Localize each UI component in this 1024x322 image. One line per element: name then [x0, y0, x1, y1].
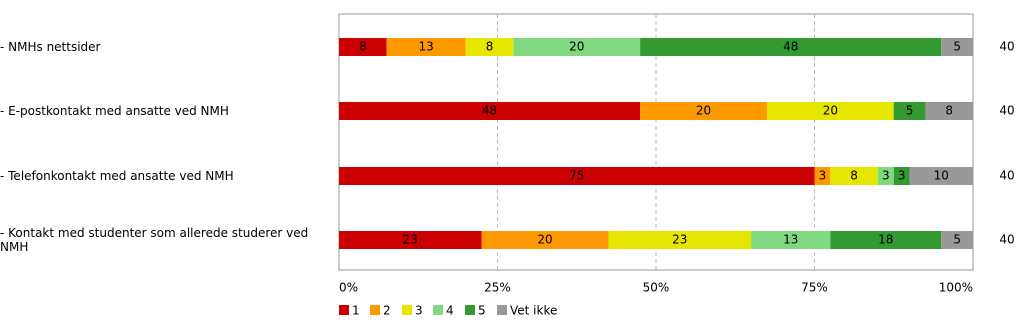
bar-segment: [830, 231, 942, 249]
x-tick-label: 100%: [939, 281, 973, 295]
category-label: - E-postkontakt med ansatte ved NMH: [0, 104, 229, 118]
bar-segment: [640, 102, 767, 120]
bar-segment: [481, 231, 609, 249]
bar-segment: [751, 231, 831, 249]
data-label: 8: [850, 169, 858, 183]
data-label: 8: [486, 40, 494, 54]
bar-segment: [608, 231, 752, 249]
legend-swatch: [402, 305, 412, 315]
row-total: 40: [999, 233, 1014, 247]
data-label: 13: [783, 233, 798, 247]
data-label: 5: [953, 233, 961, 247]
category-label: - NMHs nettsider: [0, 40, 101, 54]
data-label: 3: [898, 169, 906, 183]
data-label: 10: [934, 169, 949, 183]
data-label: 18: [878, 233, 893, 247]
legend-swatch: [497, 305, 507, 315]
data-label: 3: [882, 169, 890, 183]
legend-label: 1: [352, 304, 360, 318]
legend-swatch: [465, 305, 475, 315]
data-label: 20: [569, 40, 584, 54]
bar-segment: [339, 231, 482, 249]
bar-segment: [766, 102, 894, 120]
legend-swatch: [339, 305, 349, 315]
bar-segment: [925, 102, 973, 120]
data-label: 48: [482, 104, 497, 118]
row-total: 40: [999, 40, 1014, 54]
data-label: 13: [419, 40, 434, 54]
data-label: 20: [823, 104, 838, 118]
x-tick-label: 75%: [801, 281, 828, 295]
bar-segment: [339, 167, 815, 185]
bar-segment: [909, 167, 973, 185]
legend-swatch: [370, 305, 380, 315]
data-label: 48: [783, 40, 798, 54]
data-label: 20: [696, 104, 711, 118]
bar-segment: [640, 38, 942, 56]
bar-segment: [893, 167, 910, 185]
data-label: 8: [945, 104, 953, 118]
legend-label: 4: [446, 304, 454, 318]
bar-segment: [830, 167, 878, 185]
x-tick-label: 0%: [339, 281, 358, 295]
bar-segment: [941, 38, 973, 56]
x-tick-label: 25%: [484, 281, 511, 295]
bar-segment: [893, 102, 926, 120]
data-label: 5: [906, 104, 914, 118]
legend-label: 5: [478, 304, 486, 318]
legend-label: Vet ikke: [510, 304, 557, 318]
bar-segment: [465, 38, 514, 56]
bar-segment: [339, 38, 387, 56]
category-label: - Kontakt med studenter som allerede stu…: [0, 226, 309, 254]
bar-segment: [339, 102, 641, 120]
row-total: 40: [999, 104, 1014, 118]
bar-segment: [814, 167, 831, 185]
data-label: 8: [359, 40, 367, 54]
legend-swatch: [433, 305, 443, 315]
data-label: 23: [672, 233, 687, 247]
row-total: 40: [999, 169, 1014, 183]
bar-segment: [386, 38, 466, 56]
bar-segment: [877, 167, 894, 185]
category-label: - Telefonkontakt med ansatte ved NMH: [0, 169, 234, 183]
data-label: 23: [403, 233, 418, 247]
x-tick-label: 50%: [643, 281, 670, 295]
legend-label: 2: [383, 304, 391, 318]
legend-label: 3: [415, 304, 423, 318]
data-label: 3: [819, 169, 827, 183]
data-label: 5: [953, 40, 961, 54]
data-label: 20: [537, 233, 552, 247]
data-label: 75: [569, 169, 584, 183]
bar-segment: [513, 38, 641, 56]
bar-segment: [941, 231, 973, 249]
